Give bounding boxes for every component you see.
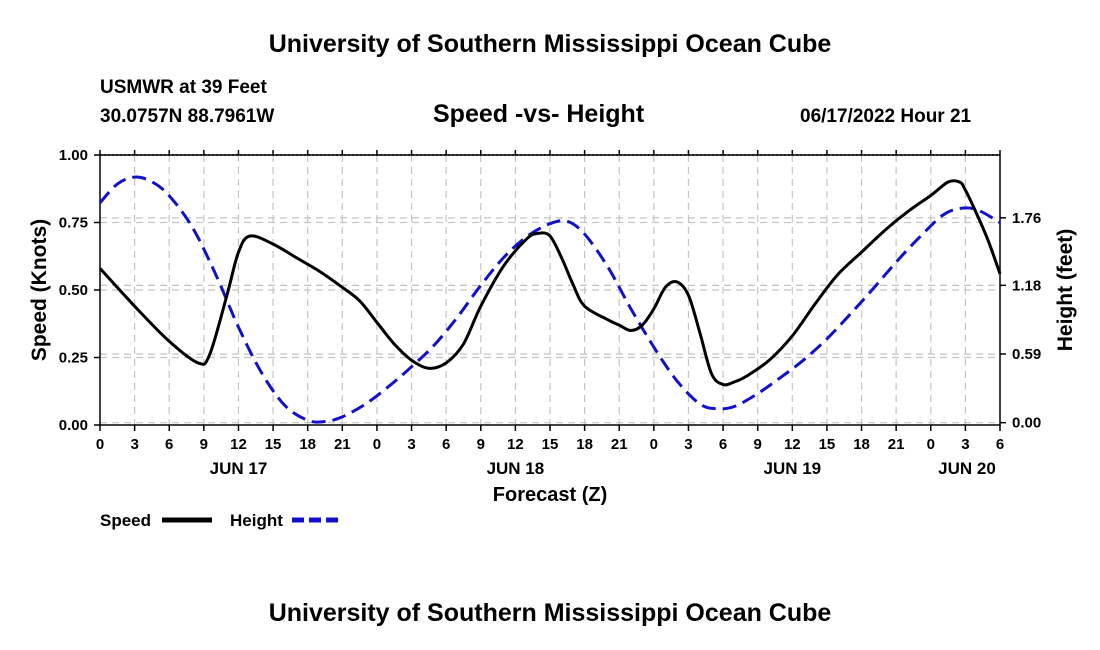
x-tick-label: 18: [853, 436, 870, 453]
x-tick-label: 0: [96, 436, 104, 453]
page-title: University of Southern Mississippi Ocean…: [268, 30, 832, 58]
x-tick-label: 15: [542, 436, 559, 453]
station-coordinates: 30.0757N 88.7961W: [100, 106, 275, 127]
x-tick-label: 0: [650, 436, 658, 453]
y-axis-label: Speed (Knots): [28, 219, 51, 361]
x-tick-label: 3: [407, 436, 415, 453]
series-line-height: [98, 175, 1001, 424]
x-tick-label: 18: [576, 436, 593, 453]
x-tick-label: 9: [477, 436, 485, 453]
y-tick-label: 0.25: [59, 350, 88, 367]
grid-layer: [100, 155, 1000, 425]
forecast-timestamp: 06/17/2022 Hour 21: [800, 106, 972, 127]
x-tick-label: 12: [230, 436, 247, 453]
x-tick-label: 21: [334, 436, 351, 453]
legend: Speed Height: [100, 511, 342, 530]
date-label: JUN 18: [487, 459, 545, 478]
x-tick-label: 0: [373, 436, 381, 453]
x-axis-label: Forecast (Z): [493, 484, 607, 506]
y2-tick-label: 1.76: [1012, 210, 1041, 227]
chart-title: Speed -vs- Height: [433, 100, 645, 128]
tick-layer: 0 3 6 9 12 15 18 21 0 3 6 9 12 15 18 21 0 3 6 9 12 15 18 21 0 3 6J…: [59, 147, 1041, 478]
x-tick-label: 9: [754, 436, 762, 453]
x-tick-label: 21: [888, 436, 905, 453]
x-tick-label: 0: [927, 436, 935, 453]
legend-label-height: Height: [230, 511, 283, 530]
x-tick-label: 6: [442, 436, 450, 453]
series-line-speed: [98, 179, 1002, 387]
y2-tick-label: 0.59: [1012, 346, 1041, 363]
y-tick-label: 0.50: [59, 282, 88, 299]
x-tick-label: 6: [996, 436, 1004, 453]
y2-tick-label: 0.00: [1012, 415, 1041, 432]
x-tick-label: 3: [684, 436, 692, 453]
series-layer: [98, 175, 1002, 424]
x-tick-label: 12: [784, 436, 801, 453]
y2-axis-label: Height (feet): [1054, 229, 1077, 352]
legend-label-speed: Speed: [100, 511, 151, 530]
x-tick-label: 15: [265, 436, 282, 453]
date-label: JUN 20: [938, 459, 996, 478]
y-tick-label: 0.75: [59, 215, 88, 232]
footer-title: University of Southern Mississippi Ocean…: [268, 599, 832, 627]
y-tick-label: 0.00: [59, 417, 88, 434]
date-label: JUN 19: [763, 459, 821, 478]
x-tick-label: 21: [611, 436, 628, 453]
y2-tick-label: 1.18: [1012, 277, 1041, 294]
x-tick-label: 15: [819, 436, 836, 453]
x-tick-label: 3: [130, 436, 138, 453]
x-tick-label: 3: [961, 436, 969, 453]
x-tick-label: 12: [507, 436, 524, 453]
date-label: JUN 17: [210, 459, 268, 478]
x-tick-label: 6: [165, 436, 173, 453]
station-name: USMWR at 39 Feet: [100, 77, 267, 98]
x-tick-label: 18: [299, 436, 316, 453]
x-tick-label: 9: [200, 436, 208, 453]
y-tick-label: 1.00: [59, 147, 88, 164]
x-tick-label: 6: [719, 436, 727, 453]
